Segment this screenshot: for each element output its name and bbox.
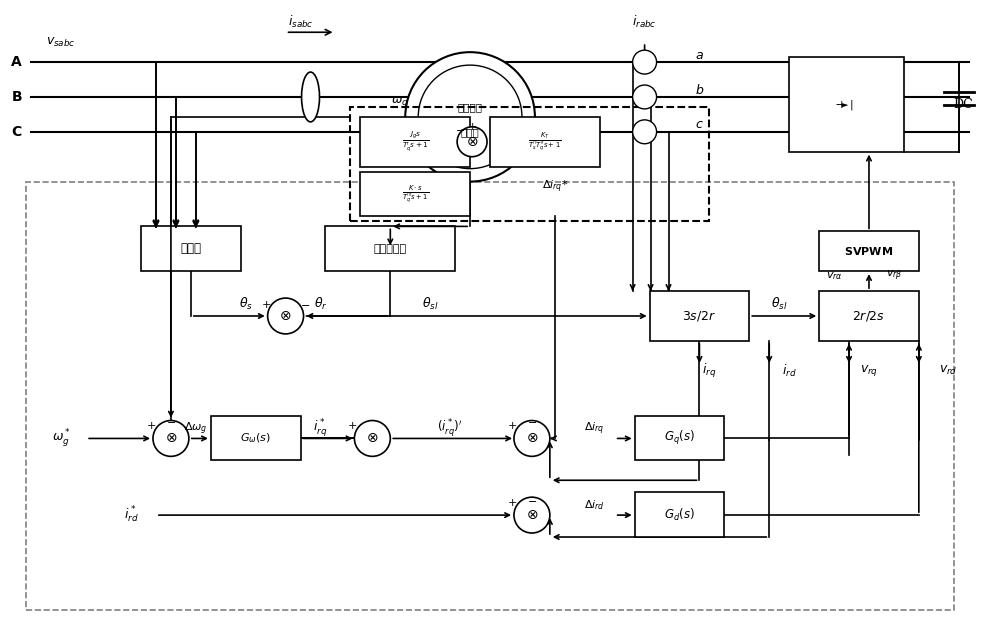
Bar	[819, 232, 919, 271]
Text: $+$: $+$	[507, 420, 517, 431]
Bar	[635, 416, 724, 460]
Text: $+$: $+$	[261, 299, 271, 309]
Text: $-$: $-$	[455, 124, 465, 134]
Text: $2r/2s$: $2r/2s$	[852, 309, 885, 323]
Bar	[360, 172, 470, 217]
Text: $-$: $-$	[527, 416, 537, 426]
Text: $\omega_g$: $\omega_g$	[391, 95, 409, 110]
Circle shape	[268, 298, 304, 334]
Text: $\frac{J_g s}{T_q^\prime s+1}$: $\frac{J_g s}{T_q^\prime s+1}$	[402, 130, 429, 154]
Text: $v_{rd}$: $v_{rd}$	[939, 364, 958, 377]
Text: $+$: $+$	[347, 420, 357, 431]
Text: ⊣►|: ⊣►|	[836, 100, 856, 110]
Text: $b$: $b$	[695, 83, 704, 97]
Text: $\theta_{sl}$: $\theta_{sl}$	[771, 296, 788, 312]
Circle shape	[418, 65, 522, 168]
Text: $\theta_s$: $\theta_s$	[239, 296, 253, 312]
Text: $\frac{K_T}{T_s^{\prime\prime}T_q^{\prime\prime}s+1}$: $\frac{K_T}{T_s^{\prime\prime}T_q^{\prim…	[528, 130, 562, 153]
Text: $i_{rabc}$: $i_{rabc}$	[632, 14, 657, 30]
Text: $c$: $c$	[695, 118, 704, 131]
Bar	[789, 57, 904, 151]
Text: $-$: $-$	[527, 495, 537, 505]
Bar	[325, 227, 455, 271]
Text: 发电机: 发电机	[461, 127, 479, 137]
Text: $\otimes$: $\otimes$	[279, 309, 292, 323]
Circle shape	[405, 52, 535, 182]
Bar	[635, 492, 724, 537]
Ellipse shape	[302, 72, 320, 122]
Text: $-$: $-$	[300, 299, 311, 309]
Circle shape	[633, 50, 657, 74]
Text: $i_{sabc}$: $i_{sabc}$	[288, 14, 313, 30]
Text: $i_{rd}^*$: $i_{rd}^*$	[124, 505, 138, 525]
Text: $v_{r\alpha}$: $v_{r\alpha}$	[826, 270, 842, 282]
Circle shape	[354, 421, 390, 456]
Text: DC: DC	[954, 98, 973, 111]
Circle shape	[153, 421, 189, 456]
Circle shape	[514, 421, 550, 456]
Text: $\otimes$: $\otimes$	[526, 431, 538, 446]
Text: $i_{rq}^*$: $i_{rq}^*$	[313, 418, 328, 439]
Text: $v_{rq}$: $v_{rq}$	[860, 363, 878, 378]
Text: $i_{rq}$: $i_{rq}$	[702, 362, 717, 380]
Text: $\mathbf{B}$: $\mathbf{B}$	[11, 90, 22, 104]
Text: 光电编码器: 光电编码器	[374, 244, 407, 254]
Text: $a$: $a$	[695, 49, 704, 61]
Text: $G_\omega(s)$: $G_\omega(s)$	[240, 431, 271, 444]
Text: $v_{r\beta}$: $v_{r\beta}$	[886, 269, 902, 284]
Text: $\otimes$: $\otimes$	[526, 508, 538, 522]
Bar	[490, 117, 600, 167]
Bar	[350, 107, 709, 222]
Text: $\omega_g^*$: $\omega_g^*$	[52, 428, 71, 449]
Text: $\mathbf{A}$: $\mathbf{A}$	[10, 55, 23, 69]
Text: $\Delta i_{rq}$*: $\Delta i_{rq}$*	[542, 178, 568, 195]
Text: $\otimes$: $\otimes$	[165, 431, 177, 446]
Text: $\otimes$: $\otimes$	[366, 431, 379, 446]
Text: $\Delta i_{rq}$: $\Delta i_{rq}$	[584, 420, 605, 437]
Bar	[360, 117, 470, 167]
Circle shape	[633, 120, 657, 144]
Bar	[141, 227, 241, 271]
Text: $\otimes$: $\otimes$	[466, 135, 478, 149]
Text: $i_{rd}$: $i_{rd}$	[782, 362, 797, 379]
Text: $+$: $+$	[507, 496, 517, 508]
Text: $\mathbf{C}$: $\mathbf{C}$	[11, 125, 22, 139]
Bar	[650, 291, 749, 341]
Text: $\frac{K \cdot s}{T_q^{\prime\prime\prime}s+1}$: $\frac{K \cdot s}{T_q^{\prime\prime\prim…	[402, 183, 429, 205]
Circle shape	[514, 497, 550, 533]
Circle shape	[633, 85, 657, 109]
Text: $\theta_r$: $\theta_r$	[314, 296, 327, 312]
Text: 双馈风力: 双馈风力	[458, 102, 483, 112]
Text: $3s/2r$: $3s/2r$	[682, 309, 716, 323]
Bar	[819, 291, 919, 341]
Text: $\Delta i_{rd}$: $\Delta i_{rd}$	[584, 498, 605, 512]
Text: $\Delta\omega_g$: $\Delta\omega_g$	[184, 420, 208, 437]
Text: $G_d(s)$: $G_d(s)$	[664, 506, 695, 523]
Text: $G_q(s)$: $G_q(s)$	[664, 429, 695, 447]
Text: $-$: $-$	[166, 416, 176, 426]
Text: $+$: $+$	[146, 420, 156, 431]
Bar	[26, 182, 954, 610]
Bar	[211, 416, 301, 460]
Text: $\mathbf{SVPWM}$: $\mathbf{SVPWM}$	[844, 245, 894, 257]
Text: $+$: $+$	[467, 121, 477, 132]
Text: $\theta_{sl}$: $\theta_{sl}$	[422, 296, 438, 312]
Text: $(i_{rq}^*)^\prime$: $(i_{rq}^*)^\prime$	[437, 418, 463, 439]
Text: $v_{sabc}$: $v_{sabc}$	[46, 36, 76, 49]
Text: 锁相环: 锁相环	[180, 242, 201, 255]
Circle shape	[457, 127, 487, 156]
